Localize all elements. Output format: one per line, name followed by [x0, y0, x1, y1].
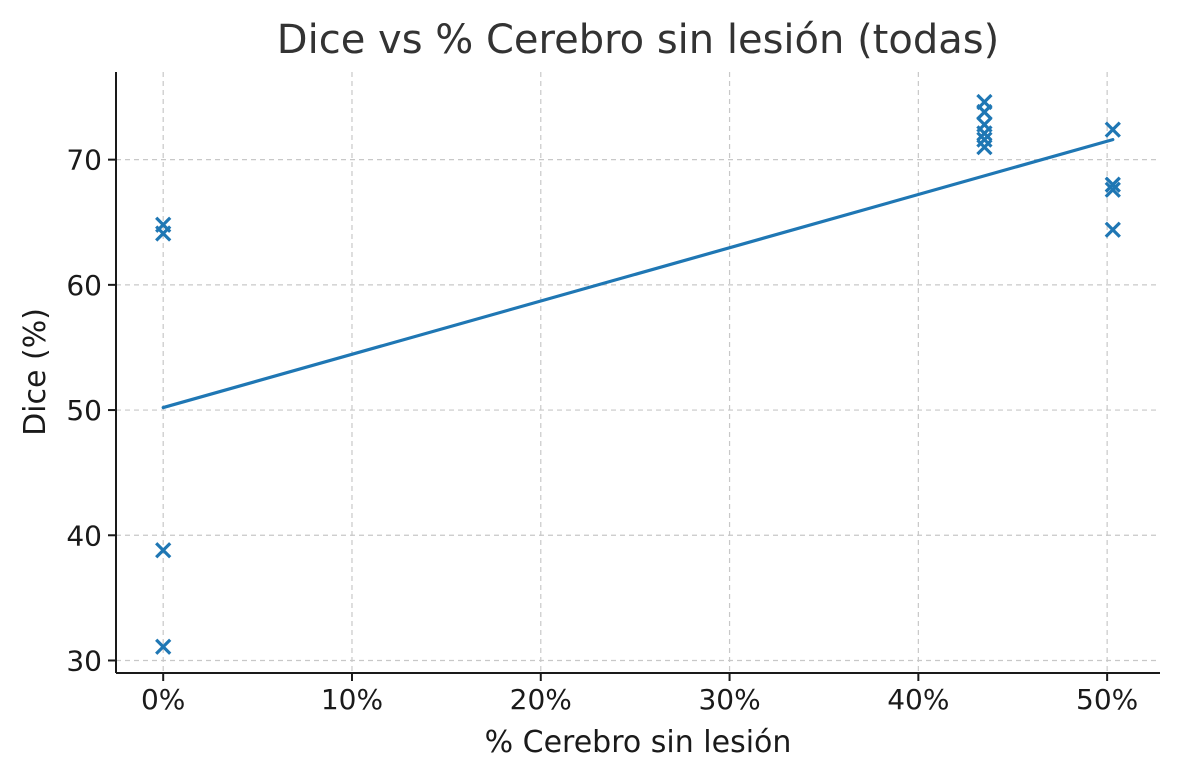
x-tick-label-2: 20%	[510, 683, 572, 716]
axes	[115, 72, 1160, 674]
data-point-1	[155, 225, 172, 242]
data-point-7	[976, 125, 993, 142]
y-tick-label-2: 50	[66, 394, 102, 427]
trend-line	[161, 138, 1115, 410]
grid	[116, 72, 1160, 673]
x-tick-label-5: 50%	[1076, 683, 1138, 716]
y-tick-label-3: 60	[66, 269, 102, 302]
data-points	[155, 93, 1121, 655]
y-axis-ticks: 30 40 50 60 70	[66, 144, 116, 677]
x-tick-label-0: 0%	[141, 683, 185, 716]
y-axis-label: Dice (%)	[18, 308, 53, 436]
x-tick-label-3: 30%	[698, 683, 760, 716]
y-tick-label-1: 40	[66, 519, 102, 552]
x-tick-label-1: 10%	[321, 683, 383, 716]
x-tick-label-4: 40%	[887, 683, 949, 716]
data-point-12	[1104, 181, 1121, 198]
x-axis-label: % Cerebro sin lesión	[485, 725, 792, 760]
data-point-5	[976, 103, 993, 121]
y-tick-label-0: 30	[66, 644, 102, 677]
data-point-2	[155, 542, 172, 559]
x-axis-ticks: 0% 10% 20% 30% 40% 50%	[141, 673, 1138, 716]
data-point-3	[155, 638, 172, 655]
chart-title: Dice vs % Cerebro sin lesión (todas)	[277, 17, 999, 63]
trend-line-group	[161, 138, 1115, 410]
data-point-10	[1104, 121, 1121, 138]
y-tick-label-4: 70	[66, 144, 102, 177]
data-point-13	[1104, 221, 1121, 238]
data-point-11	[1104, 176, 1121, 193]
data-point-9	[976, 138, 993, 156]
